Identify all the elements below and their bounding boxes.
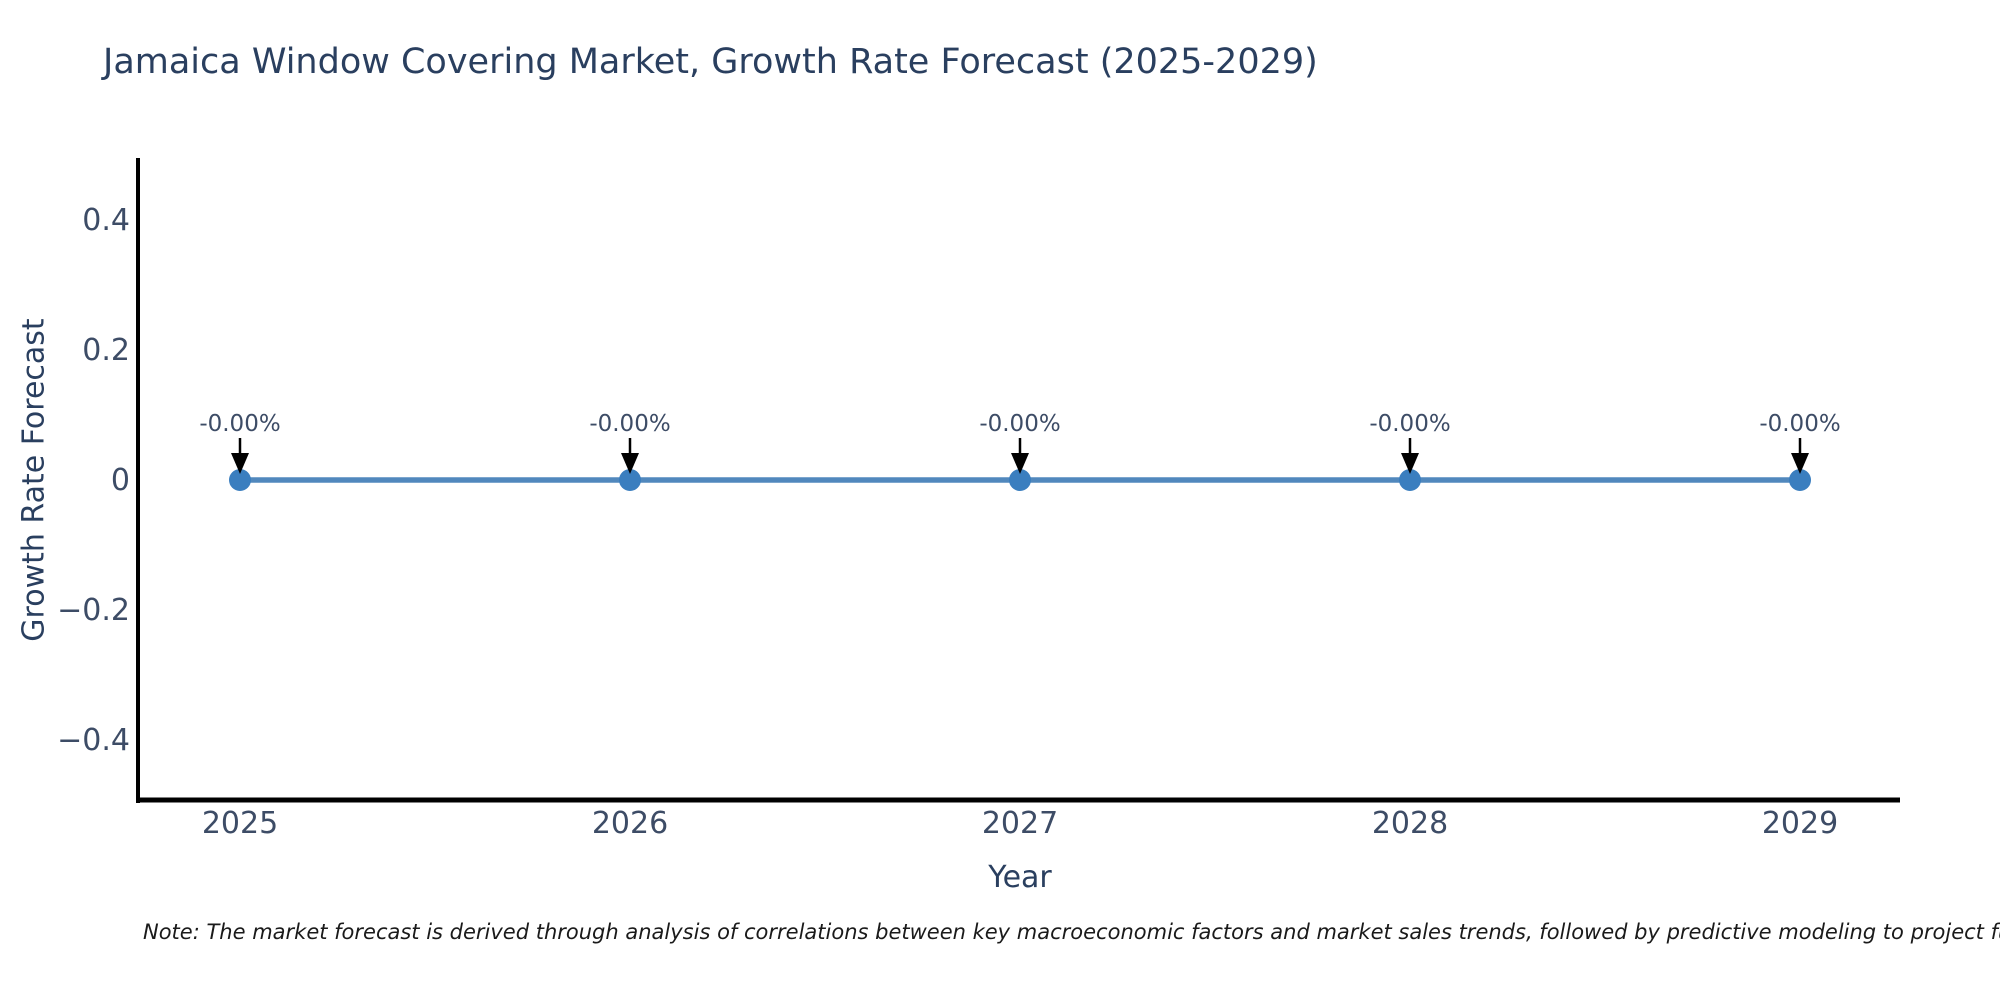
y-tick-label: 0: [111, 463, 130, 498]
annotation-arrowhead: [1401, 453, 1419, 474]
data-point-marker: [1399, 469, 1421, 491]
x-axis-title: Year: [988, 860, 1052, 895]
annotation-arrowhead: [231, 453, 249, 474]
annotation-arrowhead: [621, 453, 639, 474]
y-tick-label: 0.4: [82, 203, 130, 238]
annotation-label: -0.00%: [589, 411, 670, 437]
x-tick-label: 2026: [592, 806, 668, 841]
y-axis-title: Growth Rate Forecast: [16, 318, 52, 642]
x-tick-label: 2029: [1762, 806, 1838, 841]
annotation-arrowhead: [1791, 453, 1809, 474]
annotation-arrowhead: [1011, 453, 1029, 474]
annotation-label: -0.00%: [1369, 411, 1450, 437]
annotation-label: -0.00%: [1759, 411, 1840, 437]
x-tick-label: 2028: [1372, 806, 1448, 841]
x-tick-label: 2025: [202, 806, 278, 841]
y-tick-label: 0.2: [82, 333, 130, 368]
annotation-label: -0.00%: [199, 411, 280, 437]
footnote: Note: The market forecast is derived thr…: [143, 920, 2000, 944]
data-point-marker: [1009, 469, 1031, 491]
y-tick-label: −0.2: [57, 593, 130, 628]
chart-title: Jamaica Window Covering Market, Growth R…: [103, 42, 1318, 82]
data-point-marker: [1789, 469, 1811, 491]
annotation-label: -0.00%: [979, 411, 1060, 437]
y-tick-label: −0.4: [57, 723, 130, 758]
data-point-marker: [229, 469, 251, 491]
data-point-marker: [619, 469, 641, 491]
x-tick-label: 2027: [982, 806, 1058, 841]
